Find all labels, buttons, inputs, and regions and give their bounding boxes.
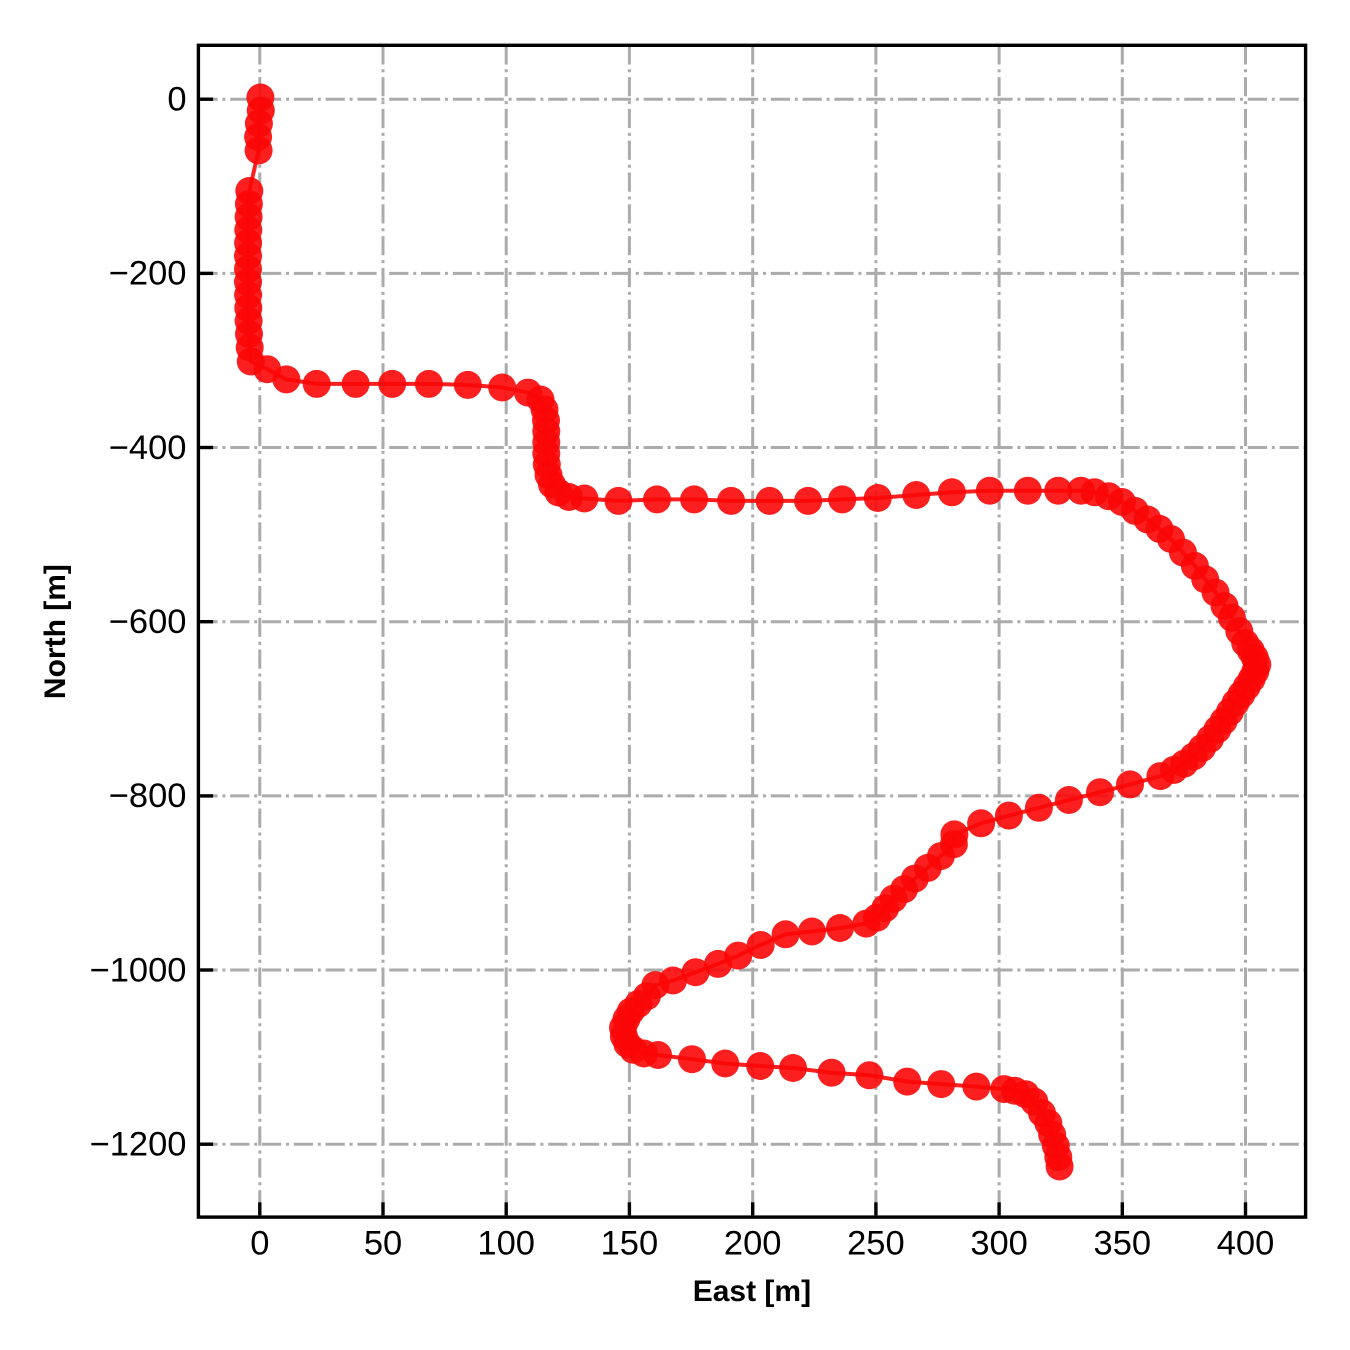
- svg-text:400: 400: [1217, 1225, 1275, 1263]
- svg-text:300: 300: [970, 1225, 1028, 1263]
- svg-text:50: 50: [364, 1225, 402, 1263]
- svg-text:350: 350: [1094, 1225, 1152, 1263]
- svg-text:−800: −800: [109, 777, 187, 815]
- svg-text:North [m]: North [m]: [39, 564, 72, 699]
- svg-text:200: 200: [724, 1225, 782, 1263]
- svg-text:0: 0: [167, 81, 186, 119]
- svg-text:100: 100: [477, 1225, 535, 1263]
- svg-text:−600: −600: [109, 603, 187, 641]
- svg-text:East [m]: East [m]: [693, 1275, 811, 1308]
- svg-text:0: 0: [250, 1225, 269, 1263]
- svg-text:−1000: −1000: [90, 951, 187, 989]
- svg-text:−200: −200: [109, 255, 187, 293]
- svg-text:−1200: −1200: [90, 1126, 187, 1164]
- svg-text:150: 150: [601, 1225, 659, 1263]
- svg-text:−400: −400: [109, 429, 187, 467]
- svg-text:250: 250: [847, 1225, 905, 1263]
